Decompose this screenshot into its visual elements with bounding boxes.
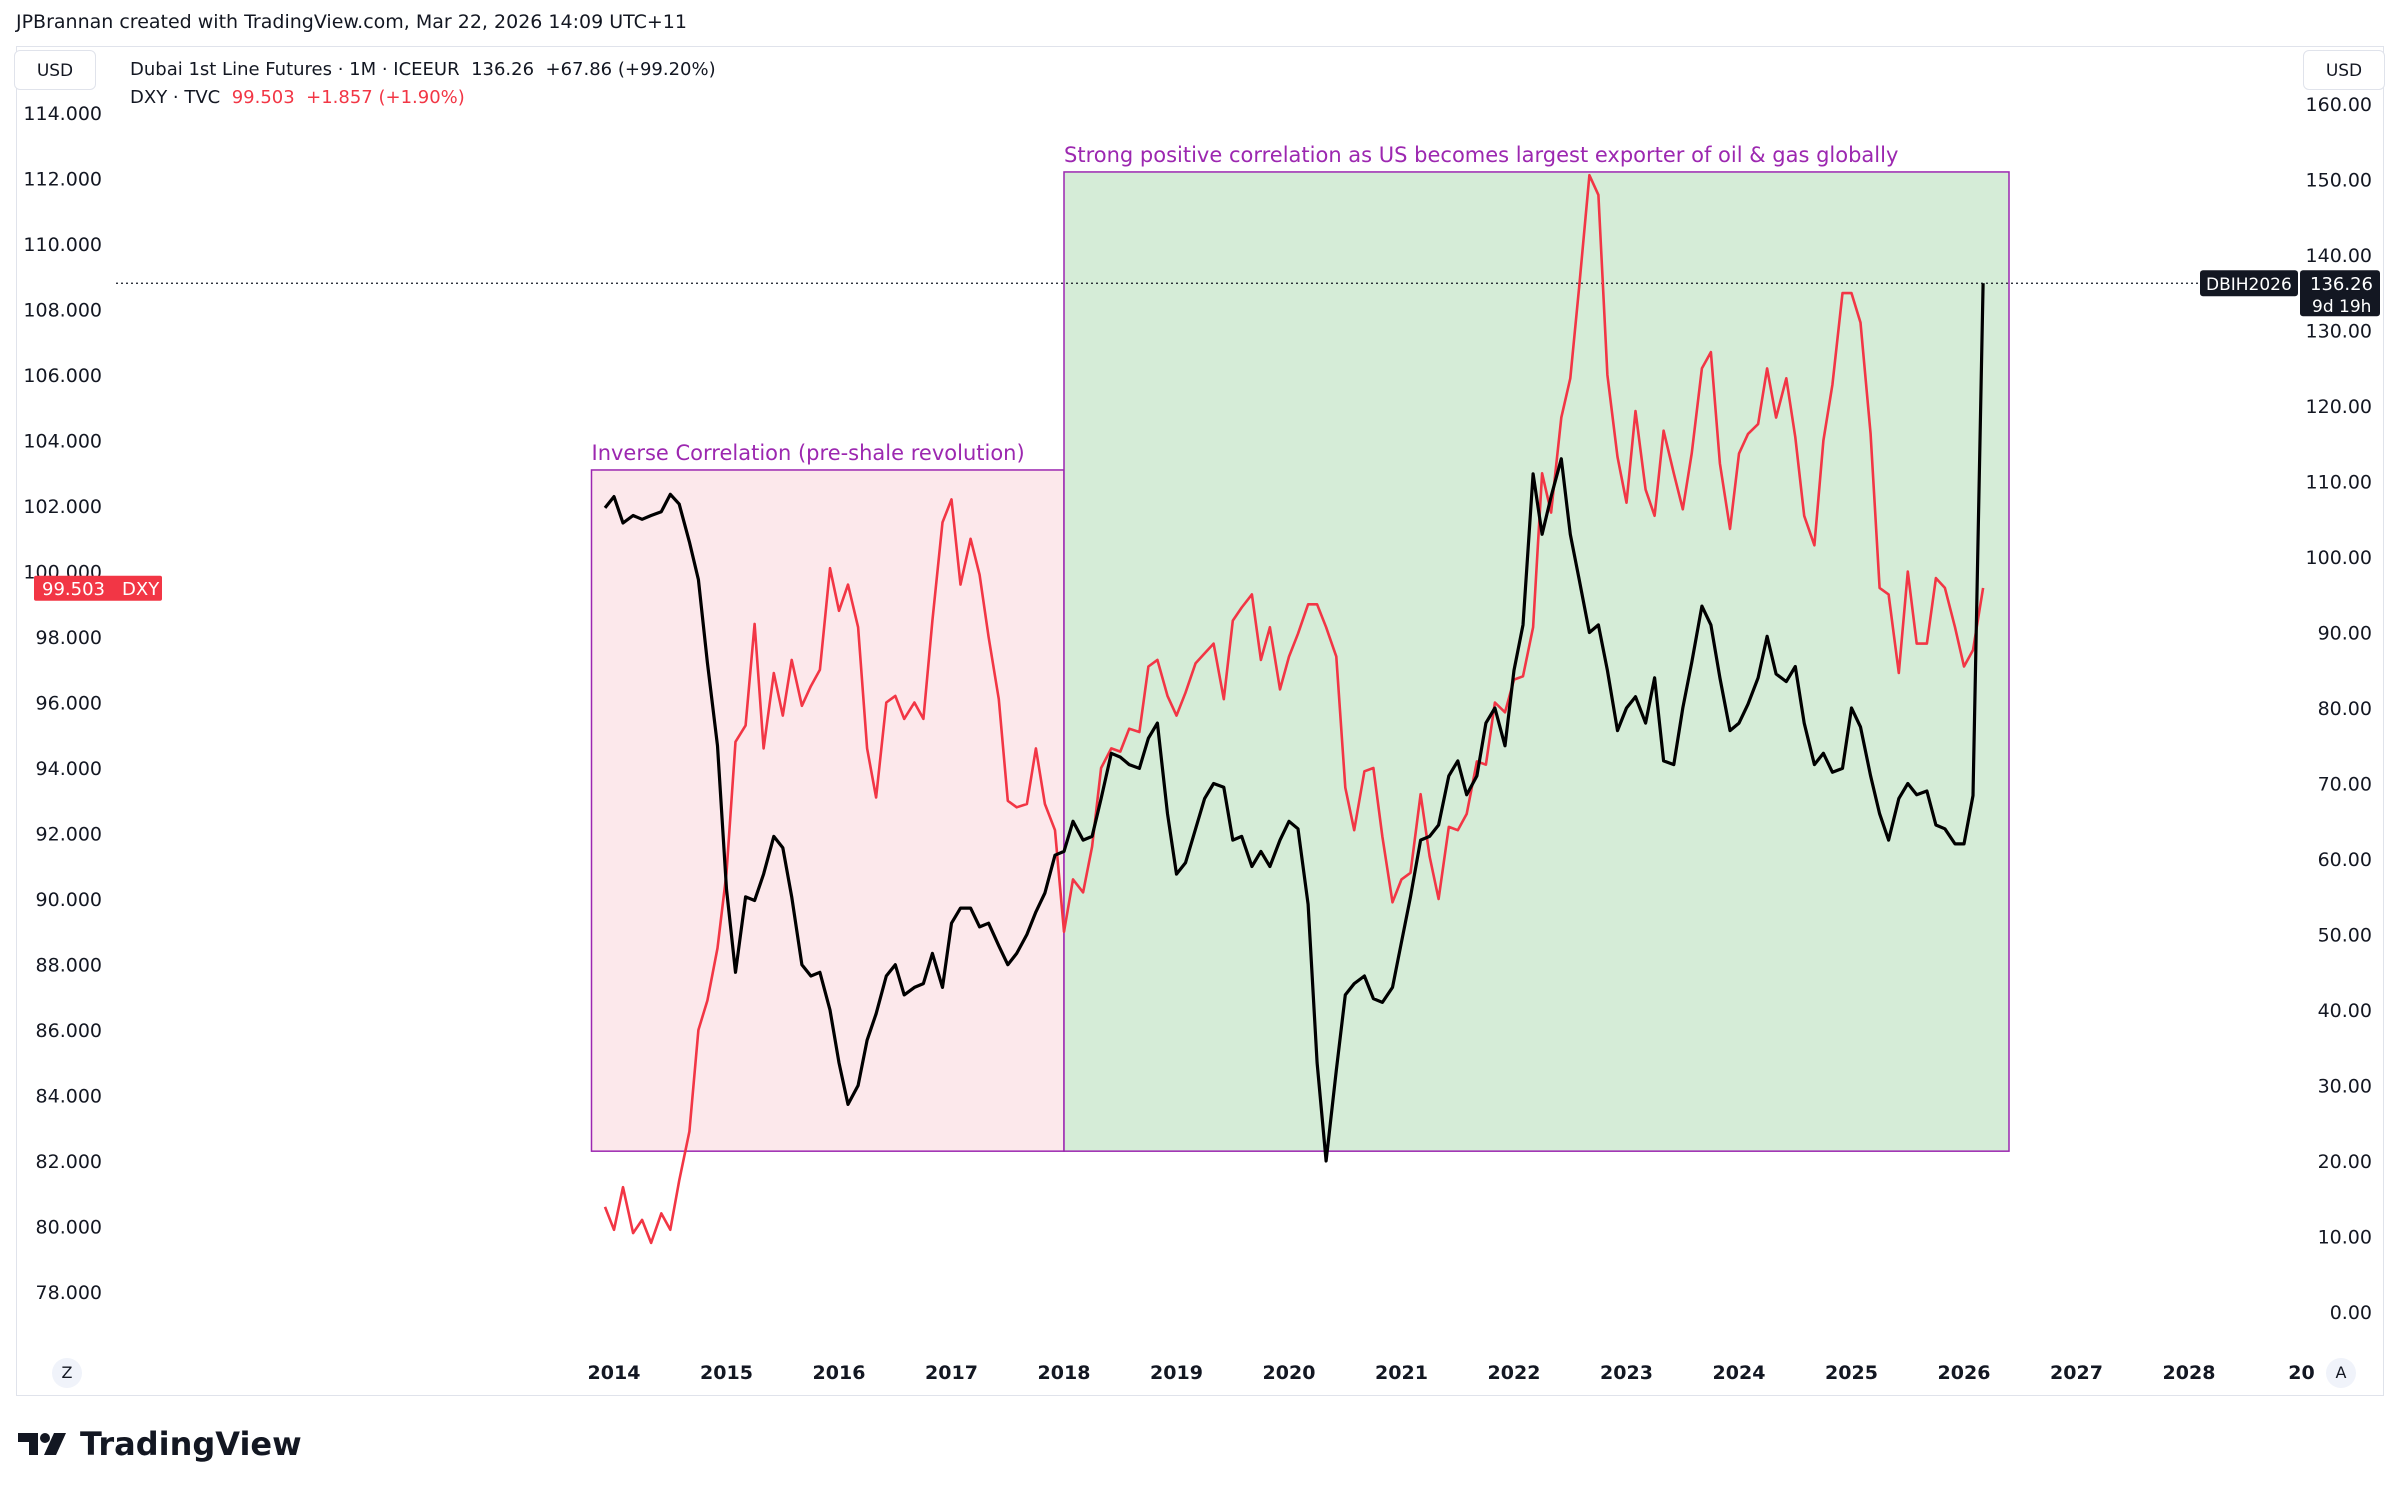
oil-price-tag bbox=[2300, 270, 2380, 317]
left-axis-tick: 86.000 bbox=[36, 1020, 102, 1042]
left-axis-tick: 112.000 bbox=[23, 169, 102, 191]
positive-correlation-box bbox=[1063, 171, 2010, 1152]
dxy-price-tag-value: 99.503 bbox=[42, 579, 105, 600]
oil-price-tag-countdown: 9d 19h bbox=[2312, 297, 2371, 317]
left-axis-tick: 110.000 bbox=[23, 234, 102, 256]
time-axis-tick: 2025 bbox=[1825, 1362, 1878, 1384]
legend-oil-price: 136.26 bbox=[471, 59, 535, 80]
tradingview-logo-text: TradingView bbox=[80, 1425, 302, 1463]
time-axis-tick: 2018 bbox=[1038, 1362, 1091, 1384]
left-axis-tick: 88.000 bbox=[36, 955, 102, 977]
right-axis-tick: 70.00 bbox=[2318, 774, 2372, 796]
left-axis-tick: 82.000 bbox=[36, 1151, 102, 1173]
right-axis-tick: 50.00 bbox=[2318, 925, 2372, 947]
positive-correlation-label: Strong positive correlation as US become… bbox=[1064, 143, 1898, 167]
legend-dxy-symbol: DXY · TVC bbox=[130, 87, 221, 108]
inverse-correlation-box bbox=[590, 469, 1065, 1152]
time-axis-tick: 2023 bbox=[1600, 1362, 1653, 1384]
right-axis-tick: 140.00 bbox=[2306, 245, 2372, 267]
right-axis-tick: 110.00 bbox=[2306, 472, 2372, 494]
dxy-series-line bbox=[603, 173, 1985, 1245]
right-axis-tick: 100.00 bbox=[2306, 547, 2372, 569]
left-axis-unit-button[interactable]: USD bbox=[14, 50, 96, 90]
dxy-price-tag bbox=[34, 575, 162, 601]
right-axis-tick: 40.00 bbox=[2318, 1000, 2372, 1022]
right-axis-tick: 0.00 bbox=[2330, 1302, 2372, 1324]
legend-dxy-row[interactable]: DXY · TVC 99.503 +1.857 (+1.90%) bbox=[130, 84, 716, 112]
left-axis-tick: 104.000 bbox=[23, 431, 102, 453]
time-axis-tick: 2017 bbox=[925, 1362, 978, 1384]
left-price-axis: 114.000 112.000 110.000 108.000 106.000 104.0… bbox=[23, 103, 102, 1304]
left-axis-tick: 90.000 bbox=[36, 889, 102, 911]
right-axis-tick: 60.00 bbox=[2318, 849, 2372, 871]
oil-symbol-tag-text: DBIH2026 bbox=[2206, 275, 2292, 295]
right-axis-tick: 150.00 bbox=[2306, 170, 2372, 192]
time-axis-tick: 2022 bbox=[1488, 1362, 1541, 1384]
legend-dxy-price: 99.503 bbox=[231, 87, 295, 108]
time-axis-tick: 2015 bbox=[700, 1362, 753, 1384]
left-axis-tick: 96.000 bbox=[36, 693, 102, 715]
time-axis-tick: 2019 bbox=[1150, 1362, 1203, 1384]
left-axis-tick: 108.000 bbox=[23, 300, 102, 322]
right-axis-tick: 120.00 bbox=[2306, 396, 2372, 418]
time-axis-tick: 2027 bbox=[2050, 1362, 2103, 1384]
left-axis-tick: 106.000 bbox=[23, 365, 102, 387]
tradingview-logo-icon bbox=[18, 1433, 66, 1455]
right-axis-tick: 20.00 bbox=[2318, 1151, 2372, 1173]
time-axis-tick: 2014 bbox=[588, 1362, 641, 1384]
time-axis-tick: 2026 bbox=[1938, 1362, 1991, 1384]
time-axis-tick: 2016 bbox=[813, 1362, 866, 1384]
right-axis-tick: 90.00 bbox=[2318, 623, 2372, 645]
time-axis-tick: 2028 bbox=[2163, 1362, 2216, 1384]
right-axis-tick: 10.00 bbox=[2318, 1227, 2372, 1249]
inverse-correlation-label: Inverse Correlation (pre-shale revolutio… bbox=[592, 441, 1025, 465]
time-axis-tick: 2024 bbox=[1713, 1362, 1766, 1384]
time-axis: 2014 2015 2016 2017 2018 2019 2020 2021 2022 2023… bbox=[588, 1362, 2315, 1384]
series-lines bbox=[116, 173, 2200, 1245]
zoom-reset-button[interactable]: Z bbox=[52, 1358, 82, 1388]
series-legend: Dubai 1st Line Futures · 1M · ICEEUR 136… bbox=[130, 56, 716, 112]
left-axis-tick: 80.000 bbox=[36, 1217, 102, 1239]
dxy-price-tag-label: DXY bbox=[122, 579, 160, 600]
oil-price-tag-value: 136.26 bbox=[2310, 274, 2373, 295]
left-axis-tick: 114.000 bbox=[23, 103, 102, 125]
dubai-oil-series-line bbox=[603, 283, 1985, 1163]
left-axis-tick: 84.000 bbox=[36, 1086, 102, 1108]
legend-dxy-change: +1.857 (+1.90%) bbox=[306, 87, 465, 108]
tradingview-logo: TradingView bbox=[18, 1424, 302, 1464]
left-axis-tick: 94.000 bbox=[36, 758, 102, 780]
right-axis-tick: 30.00 bbox=[2318, 1076, 2372, 1098]
oil-symbol-tag bbox=[2200, 270, 2298, 297]
legend-oil-symbol: Dubai 1st Line Futures · 1M · ICEEUR bbox=[130, 59, 460, 80]
right-axis-unit-button[interactable]: USD bbox=[2303, 50, 2385, 90]
time-axis-tick: 2020 bbox=[1263, 1362, 1316, 1384]
right-axis-tick: 130.00 bbox=[2306, 321, 2372, 343]
legend-oil-row[interactable]: Dubai 1st Line Futures · 1M · ICEEUR 136… bbox=[130, 56, 716, 84]
left-axis-tick: 78.000 bbox=[36, 1282, 102, 1304]
right-axis-tick: 80.00 bbox=[2318, 698, 2372, 720]
legend-oil-change: +67.86 (+99.20%) bbox=[545, 59, 716, 80]
auto-scale-button[interactable]: A bbox=[2326, 1358, 2356, 1388]
annotation-boxes: Inverse Correlation (pre-shale revolutio… bbox=[590, 143, 2010, 1152]
left-axis-tick: 102.000 bbox=[23, 496, 102, 518]
chart-header-caption: JPBrannan created with TradingView.com, … bbox=[16, 11, 687, 33]
left-axis-tick: 92.000 bbox=[36, 824, 102, 846]
right-price-axis: 160.00 150.00 140.00 130.00 120.00 110.00 100.… bbox=[2306, 94, 2372, 1324]
left-axis-tick: 98.000 bbox=[36, 627, 102, 649]
right-axis-tick: 160.00 bbox=[2306, 94, 2372, 116]
time-axis-tick: 2021 bbox=[1375, 1362, 1428, 1384]
chart-frame bbox=[16, 46, 2384, 1396]
time-axis-tick: 20 bbox=[2288, 1362, 2314, 1384]
